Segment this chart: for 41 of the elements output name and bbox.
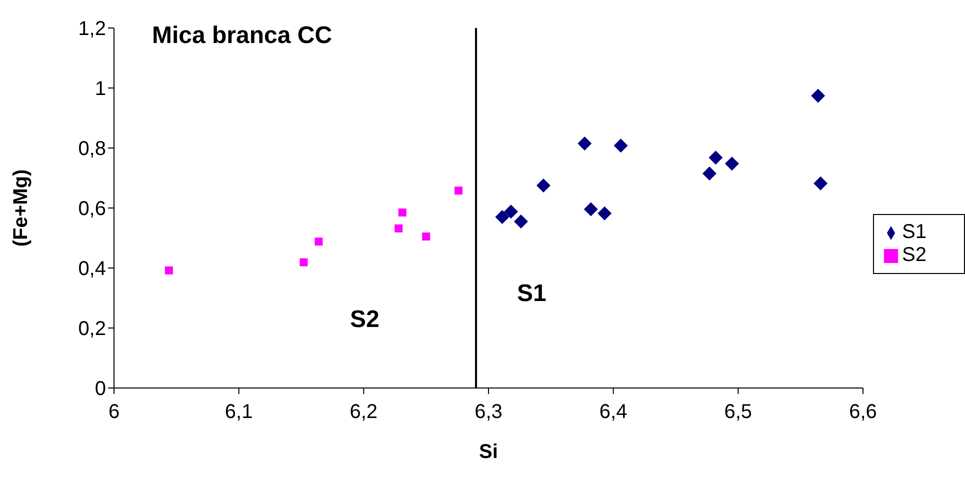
y-tick-label: 0,4 xyxy=(78,258,106,280)
point xyxy=(578,136,592,150)
point xyxy=(536,178,550,192)
x-tick-label: 6,4 xyxy=(599,401,628,424)
point xyxy=(398,208,406,216)
y-tick-label: 0,6 xyxy=(78,198,106,220)
y-axis-title: (Fe+Mg) xyxy=(10,169,32,247)
point xyxy=(614,138,628,153)
point xyxy=(708,150,723,165)
y-tick-label: 0,2 xyxy=(78,318,106,340)
y-tick-label: 1 xyxy=(94,78,106,100)
point xyxy=(598,206,612,220)
point xyxy=(314,238,323,246)
chart-title: Mica branca CC xyxy=(152,22,332,50)
annotation: S2 xyxy=(350,306,380,334)
point xyxy=(300,258,308,266)
x-tick-label: 6,2 xyxy=(350,401,378,424)
x-tick-label: 6,3 xyxy=(474,401,502,424)
point xyxy=(164,266,173,274)
point xyxy=(394,224,403,232)
point xyxy=(504,204,518,219)
point xyxy=(422,232,430,240)
y-tick-label: 1,2 xyxy=(78,18,106,40)
legend-label: S1 xyxy=(902,221,926,243)
y-tick-label: 0,8 xyxy=(78,138,106,160)
annotation: S1 xyxy=(517,280,546,308)
y-tick-label: 0 xyxy=(94,378,106,400)
point xyxy=(495,210,510,224)
x-tick-label: 6,1 xyxy=(224,401,253,424)
point xyxy=(814,176,828,190)
point xyxy=(514,214,528,228)
point xyxy=(454,186,463,195)
point xyxy=(724,156,739,171)
point xyxy=(584,202,598,216)
x-tick-label: 6 xyxy=(108,401,120,424)
point xyxy=(811,88,826,103)
legend-label: S2 xyxy=(902,244,926,266)
x-tick-label: 6,6 xyxy=(849,401,877,424)
x-axis-title: Si xyxy=(479,441,498,463)
point xyxy=(702,166,716,180)
x-tick-label: 6,5 xyxy=(724,401,752,424)
